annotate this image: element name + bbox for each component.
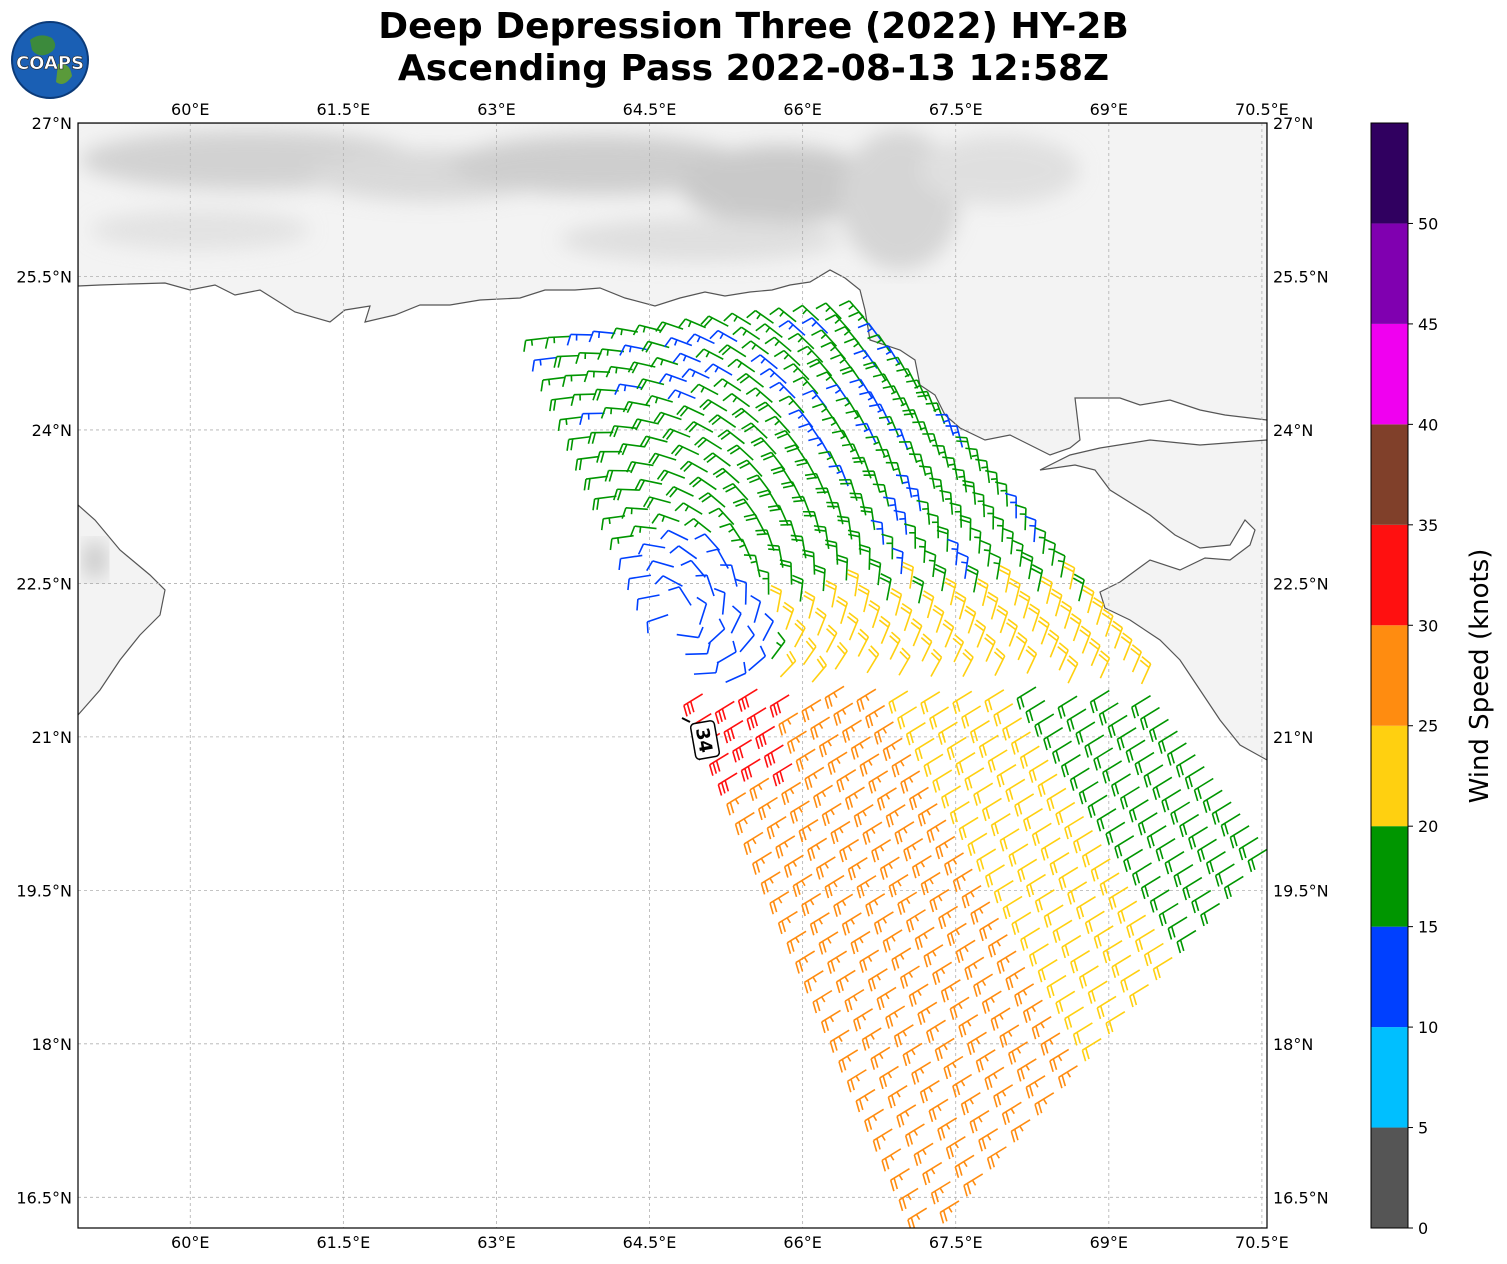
lat-tick-right: 24°N xyxy=(1273,421,1313,440)
lon-tick-bottom: 69°E xyxy=(1090,1233,1128,1252)
lon-tick-top: 60°E xyxy=(171,100,209,119)
colorbar-bin xyxy=(1371,1128,1408,1228)
colorbar-bin xyxy=(1371,324,1408,424)
colorbar-tick: 50 xyxy=(1418,214,1438,233)
lat-tick-right: 19.5°N xyxy=(1273,881,1329,900)
lon-tick-bottom: 70.5°E xyxy=(1235,1233,1289,1252)
colorbar-tick: 5 xyxy=(1418,1119,1428,1138)
colorbar-bin xyxy=(1371,826,1408,926)
colorbar-tick: 30 xyxy=(1418,616,1438,635)
lon-tick-bottom: 64.5°E xyxy=(623,1233,677,1252)
colorbar-tick: 0 xyxy=(1418,1219,1428,1238)
lon-tick-top: 67.5°E xyxy=(929,100,983,119)
lat-tick-right: 25.5°N xyxy=(1273,267,1329,286)
lat-tick-left: 18°N xyxy=(32,1035,72,1054)
colorbar-bin xyxy=(1371,424,1408,524)
contour-label: 34 xyxy=(691,726,716,754)
lat-tick-left: 25.5°N xyxy=(16,267,72,286)
lat-tick-right: 16.5°N xyxy=(1273,1188,1329,1207)
lat-tick-left: 19.5°N xyxy=(16,881,72,900)
colorbar-tick: 35 xyxy=(1418,516,1438,535)
colorbar-label: Wind Speed (knots) xyxy=(1465,549,1495,804)
colorbar-tick: 20 xyxy=(1418,817,1438,836)
lon-tick-top: 61.5°E xyxy=(316,100,370,119)
lat-tick-left: 21°N xyxy=(32,728,72,747)
lon-tick-bottom: 63°E xyxy=(477,1233,515,1252)
lat-tick-right: 21°N xyxy=(1273,728,1313,747)
colorbar-tick: 45 xyxy=(1418,315,1438,334)
title-line-1: Deep Depression Three (2022) HY-2B xyxy=(0,6,1507,47)
title-line-2: Ascending Pass 2022-08-13 12:58Z xyxy=(0,48,1507,89)
colorbar-bin xyxy=(1371,625,1408,725)
lat-tick-left: 24°N xyxy=(32,421,72,440)
lon-tick-top: 69°E xyxy=(1090,100,1128,119)
colorbar-bin xyxy=(1371,223,1408,323)
colorbar-tick: 10 xyxy=(1418,1018,1438,1037)
lon-tick-top: 64.5°E xyxy=(623,100,677,119)
lat-tick-right: 27°N xyxy=(1273,114,1313,133)
lon-tick-bottom: 67.5°E xyxy=(929,1233,983,1252)
lon-tick-bottom: 61.5°E xyxy=(316,1233,370,1252)
colorbar-tick: 15 xyxy=(1418,918,1438,937)
colorbar-bin xyxy=(1371,927,1408,1027)
colorbar-bin xyxy=(1371,1027,1408,1127)
lat-tick-left: 22.5°N xyxy=(16,574,72,593)
colorbar-bin xyxy=(1371,525,1408,625)
lon-tick-top: 66°E xyxy=(783,100,821,119)
lat-tick-left: 27°N xyxy=(32,114,72,133)
colorbar-tick: 40 xyxy=(1418,415,1438,434)
colorbar-bin xyxy=(1371,123,1408,223)
lon-tick-top: 63°E xyxy=(477,100,515,119)
colorbar-bin xyxy=(1371,726,1408,826)
colorbar: 0 5 10 15 20 25 30 35 40 45 50 Wind Speed (knots) xyxy=(1371,123,1495,1238)
lat-tick-right: 18°N xyxy=(1273,1035,1313,1054)
lon-tick-bottom: 60°E xyxy=(171,1233,209,1252)
lon-tick-bottom: 66°E xyxy=(783,1233,821,1252)
colorbar-tick: 25 xyxy=(1418,717,1438,736)
lat-tick-right: 22.5°N xyxy=(1273,574,1329,593)
lat-tick-left: 16.5°N xyxy=(16,1188,72,1207)
